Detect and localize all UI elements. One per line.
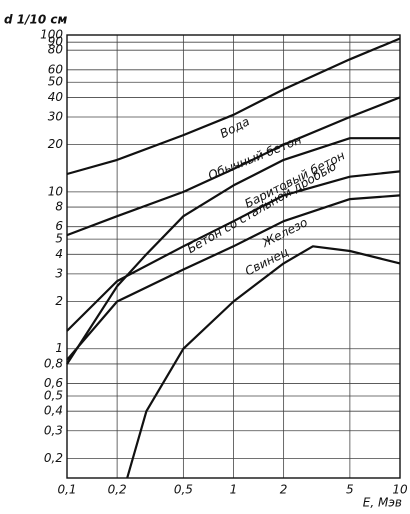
x-tick-label: 5	[346, 483, 354, 497]
series-line	[66, 170, 401, 332]
y-tick-label: 20	[48, 137, 64, 151]
y-tick-label: 0,8	[44, 356, 63, 370]
y-tick-label: 90	[48, 35, 64, 49]
series-line	[66, 37, 401, 176]
series-line	[66, 194, 401, 361]
y-tick-label: 0,6	[44, 376, 63, 390]
y-axis-label: d 1/10 см	[4, 13, 67, 27]
x-tick-label: 0,2	[108, 483, 127, 497]
y-tick-label: 4	[55, 247, 63, 261]
y-tick-label: 60	[48, 62, 64, 76]
y-tick-label: 0,4	[44, 404, 63, 418]
y-tick-label: 5	[55, 232, 63, 246]
y-tick-label: 3	[55, 266, 63, 280]
y-tick-label: 10	[48, 184, 64, 198]
y-tick-label: 40	[48, 90, 64, 104]
x-tick-label: 2	[280, 483, 288, 497]
x-tick-label: 0,1	[57, 483, 76, 497]
y-tick-label: 100	[40, 28, 63, 42]
series-line	[66, 96, 401, 237]
y-tick-label: 0,3	[44, 423, 63, 437]
x-tick-label: 0,5	[174, 483, 193, 497]
x-axis-label: E, Мэв	[363, 496, 402, 510]
y-tick-label: 1	[55, 341, 63, 355]
y-tick-label: 0,5	[44, 388, 63, 402]
y-tick-label: 50	[48, 75, 64, 89]
y-tick-label: 6	[55, 219, 63, 233]
x-tick-label: 10	[392, 483, 408, 497]
x-tick-label: 1	[230, 483, 238, 497]
y-tick-label: 80	[48, 43, 64, 57]
y-tick-label: 2	[55, 294, 63, 308]
y-tick-label: 0,2	[44, 451, 63, 465]
series-line	[66, 137, 400, 365]
y-tick-label: 30	[48, 110, 64, 124]
y-tick-label: 8	[55, 200, 63, 214]
series-line	[126, 245, 401, 479]
plot-frame	[66, 34, 401, 479]
